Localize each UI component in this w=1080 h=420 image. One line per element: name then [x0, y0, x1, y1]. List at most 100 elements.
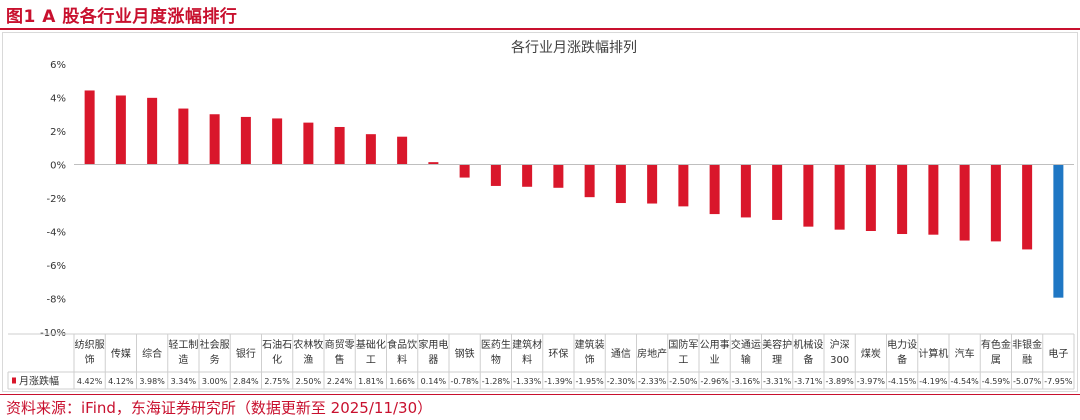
data-label: -2.50%	[669, 377, 698, 386]
x-tick-label: 交通运	[731, 338, 761, 351]
data-label: -2.33%	[638, 377, 667, 386]
x-tick-label: 器	[428, 354, 438, 366]
x-tick-label: 备	[803, 353, 813, 366]
data-label: -3.71%	[794, 377, 823, 386]
x-tick-label: 输	[741, 353, 751, 366]
y-tick-label: 0%	[50, 161, 66, 172]
bar	[272, 118, 283, 165]
x-tick-label: 计算机	[918, 347, 948, 360]
bar	[365, 134, 376, 165]
data-label: 1.81%	[358, 377, 384, 386]
bar	[959, 164, 970, 241]
bar	[803, 164, 814, 227]
bar	[553, 164, 564, 188]
y-tick-label: -6%	[47, 261, 66, 272]
x-tick-label: 料	[522, 353, 532, 366]
bar	[303, 122, 314, 165]
data-label: 3.34%	[171, 377, 197, 386]
bar	[928, 164, 939, 235]
legend-swatch	[12, 377, 16, 384]
bar	[897, 164, 908, 235]
x-tick-label: 汽车	[955, 347, 975, 360]
x-tick-label: 工	[678, 355, 688, 366]
x-tick-label: 公用事	[700, 338, 730, 351]
x-tick-label: 通信	[611, 348, 631, 360]
x-tick-label: 纺织服	[75, 338, 105, 351]
y-tick-label: -8%	[47, 295, 66, 306]
x-tick-label: 轻工制	[168, 338, 198, 351]
source-note: 资料来源：iFind，东海证券研究所（数据更新至 2025/11/30）	[6, 399, 433, 417]
bar	[615, 164, 626, 204]
data-label: -3.31%	[763, 377, 792, 386]
bar	[834, 164, 845, 230]
data-label: -4.15%	[888, 377, 917, 386]
x-tick-label: 造	[178, 353, 188, 366]
bar	[115, 95, 126, 165]
x-tick-label: 综合	[142, 347, 162, 360]
bar	[1022, 164, 1033, 250]
x-tick-label: 备	[897, 353, 907, 366]
x-tick-label: 煤炭	[861, 347, 881, 360]
x-tick-label: 属	[991, 354, 1001, 366]
bar	[865, 164, 876, 231]
x-tick-label: 工	[366, 355, 376, 366]
data-label: 2.50%	[296, 377, 322, 386]
x-tick-label: 理	[772, 354, 782, 366]
x-tick-label: 渔	[303, 354, 313, 366]
x-tick-label: 环保	[548, 347, 568, 360]
data-label: -7.95%	[1044, 377, 1073, 386]
x-tick-label: 非银金	[1012, 338, 1042, 351]
x-tick-label: 化	[272, 353, 282, 366]
bar	[647, 164, 658, 204]
legend-label: 月涨跌幅	[19, 375, 59, 388]
data-label: 0.14%	[421, 377, 447, 386]
data-label: 4.42%	[77, 377, 103, 386]
data-label: -5.07%	[1013, 377, 1042, 386]
bar	[459, 164, 470, 178]
data-label: 2.75%	[264, 377, 290, 386]
data-label: -3.16%	[732, 377, 761, 386]
data-label: 2.24%	[327, 377, 353, 386]
bar	[740, 164, 751, 218]
x-tick-label: 房地产	[637, 347, 667, 360]
data-label: 2.84%	[233, 377, 259, 386]
y-tick-label: 4%	[50, 94, 66, 105]
source-rule	[0, 394, 1080, 395]
x-tick-label: 机械设	[793, 338, 823, 351]
title-rule	[0, 28, 1080, 30]
data-label: -1.28%	[482, 377, 511, 386]
bar	[240, 116, 251, 165]
bar	[84, 90, 95, 165]
x-tick-label: 基础化	[356, 338, 386, 351]
x-tick-label: 国防军	[668, 338, 698, 351]
x-tick-label: 社会服	[200, 338, 230, 351]
x-tick-label: 务	[210, 353, 220, 366]
bar	[1053, 164, 1064, 298]
bar	[990, 164, 1001, 242]
bar	[522, 164, 533, 187]
bar	[772, 164, 783, 220]
data-label: -1.39%	[544, 377, 573, 386]
x-tick-label: 农林牧	[293, 338, 323, 351]
bar	[678, 164, 689, 207]
data-label: -2.96%	[700, 377, 729, 386]
x-tick-label: 食品饮	[387, 338, 417, 351]
data-label: -3.97%	[857, 377, 886, 386]
x-tick-label: 业	[710, 354, 720, 366]
figure-title: 图1 A 股各行业月度涨幅排行	[6, 7, 238, 27]
bar	[397, 136, 408, 165]
x-tick-label: 电力设	[887, 338, 917, 351]
x-tick-label: 石油石	[262, 338, 292, 351]
data-label: -1.95%	[575, 377, 604, 386]
x-tick-label: 饰	[85, 353, 95, 366]
bar	[334, 126, 345, 165]
bar-chart: 各行业月涨跌幅排列6%4%2%0%-2%-4%-6%-8%-10%月涨跌幅纺织服…	[7, 40, 1075, 390]
bar	[709, 164, 720, 215]
x-tick-label: 物	[491, 353, 501, 366]
x-tick-label: 钢铁	[455, 347, 475, 360]
data-label: -4.19%	[919, 377, 948, 386]
chart-panel	[2, 32, 1078, 392]
y-tick-label: -2%	[47, 194, 66, 205]
bar	[209, 114, 220, 165]
x-tick-label: 料	[397, 353, 407, 366]
